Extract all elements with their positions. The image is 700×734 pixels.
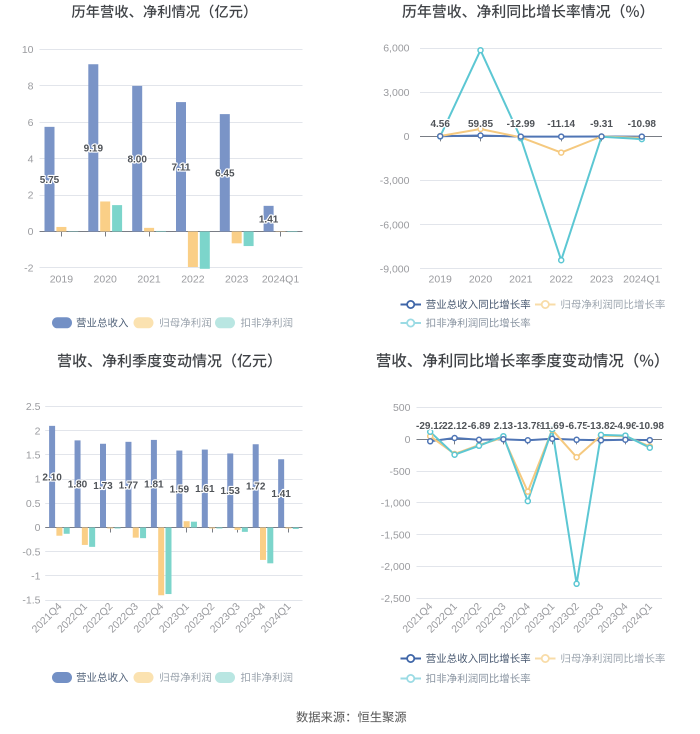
svg-text:2.10: 2.10 xyxy=(42,472,62,483)
svg-text:-1,000: -1,000 xyxy=(381,498,411,510)
svg-text:-2: -2 xyxy=(24,263,33,275)
svg-text:1.61: 1.61 xyxy=(195,484,215,495)
svg-text:-10.98: -10.98 xyxy=(628,119,657,130)
svg-text:-10.98: -10.98 xyxy=(636,421,665,432)
svg-text:2020: 2020 xyxy=(469,273,493,285)
svg-text:-6.75: -6.75 xyxy=(565,421,588,432)
svg-text:0: 0 xyxy=(404,131,410,143)
svg-text:-11.14: -11.14 xyxy=(547,119,575,130)
svg-text:2.5: 2.5 xyxy=(26,401,41,413)
svg-text:2023: 2023 xyxy=(590,273,614,285)
svg-text:-9.31: -9.31 xyxy=(590,119,613,130)
svg-text:1.73: 1.73 xyxy=(93,481,113,492)
svg-text:-13.78: -13.78 xyxy=(514,421,543,432)
svg-text:3,000: 3,000 xyxy=(383,87,409,99)
svg-text:-13.82: -13.82 xyxy=(587,421,616,432)
svg-text:1.41: 1.41 xyxy=(271,489,291,500)
svg-text:-2,000: -2,000 xyxy=(381,561,411,573)
svg-text:5.75: 5.75 xyxy=(40,175,60,186)
svg-text:-500: -500 xyxy=(389,466,410,478)
svg-text:-3,000: -3,000 xyxy=(380,175,410,187)
svg-text:4.56: 4.56 xyxy=(430,119,450,130)
svg-text:0: 0 xyxy=(35,522,41,534)
svg-text:9.19: 9.19 xyxy=(84,144,104,155)
svg-text:1.41: 1.41 xyxy=(259,214,279,225)
svg-text:6,000: 6,000 xyxy=(383,43,409,55)
svg-text:0: 0 xyxy=(405,434,411,446)
svg-text:1.53: 1.53 xyxy=(220,486,240,497)
svg-text:8: 8 xyxy=(28,81,34,93)
svg-text:-29.12: -29.12 xyxy=(416,421,445,432)
svg-text:1.80: 1.80 xyxy=(68,480,88,491)
svg-text:22.12: 22.12 xyxy=(442,421,467,432)
svg-text:-9,000: -9,000 xyxy=(380,264,410,276)
svg-text:-1,500: -1,500 xyxy=(381,529,411,541)
svg-text:1.72: 1.72 xyxy=(246,482,266,493)
svg-text:1.59: 1.59 xyxy=(170,485,190,496)
svg-text:59.85: 59.85 xyxy=(468,119,493,130)
svg-text:1.81: 1.81 xyxy=(144,479,164,490)
svg-text:0.5: 0.5 xyxy=(26,498,41,510)
svg-text:-6,000: -6,000 xyxy=(380,219,410,231)
svg-text:-1.5: -1.5 xyxy=(22,595,40,607)
svg-text:2021: 2021 xyxy=(137,273,161,285)
svg-text:10: 10 xyxy=(22,44,34,56)
svg-text:2024Q1: 2024Q1 xyxy=(623,273,661,285)
svg-text:2.13: 2.13 xyxy=(494,421,514,432)
svg-text:4: 4 xyxy=(28,153,34,165)
svg-text:-0.5: -0.5 xyxy=(22,546,40,558)
svg-text:2020: 2020 xyxy=(94,273,118,285)
svg-text:1.77: 1.77 xyxy=(119,480,139,491)
svg-text:0: 0 xyxy=(28,226,34,238)
svg-text:-4.96: -4.96 xyxy=(614,421,637,432)
svg-text:-12.99: -12.99 xyxy=(507,119,536,130)
svg-text:7.11: 7.11 xyxy=(172,162,191,173)
svg-text:6.45: 6.45 xyxy=(215,168,235,179)
svg-text:2024Q1: 2024Q1 xyxy=(262,273,300,285)
svg-text:11.69: 11.69 xyxy=(540,421,565,432)
svg-text:500: 500 xyxy=(393,402,411,414)
svg-text:-1: -1 xyxy=(31,571,40,583)
svg-text:1: 1 xyxy=(35,474,41,486)
svg-text:-6.89: -6.89 xyxy=(468,421,491,432)
svg-text:2023: 2023 xyxy=(225,273,249,285)
svg-text:2021: 2021 xyxy=(509,273,533,285)
svg-text:2019: 2019 xyxy=(50,273,74,285)
svg-text:1.5: 1.5 xyxy=(26,450,41,462)
svg-text:2: 2 xyxy=(28,190,34,202)
svg-text:8.00: 8.00 xyxy=(127,154,147,165)
svg-text:2019: 2019 xyxy=(429,273,453,285)
svg-text:2: 2 xyxy=(35,425,41,437)
svg-text:-2,500: -2,500 xyxy=(381,593,411,605)
svg-text:2022: 2022 xyxy=(550,273,574,285)
svg-text:6: 6 xyxy=(28,117,34,129)
svg-text:2022: 2022 xyxy=(181,273,205,285)
